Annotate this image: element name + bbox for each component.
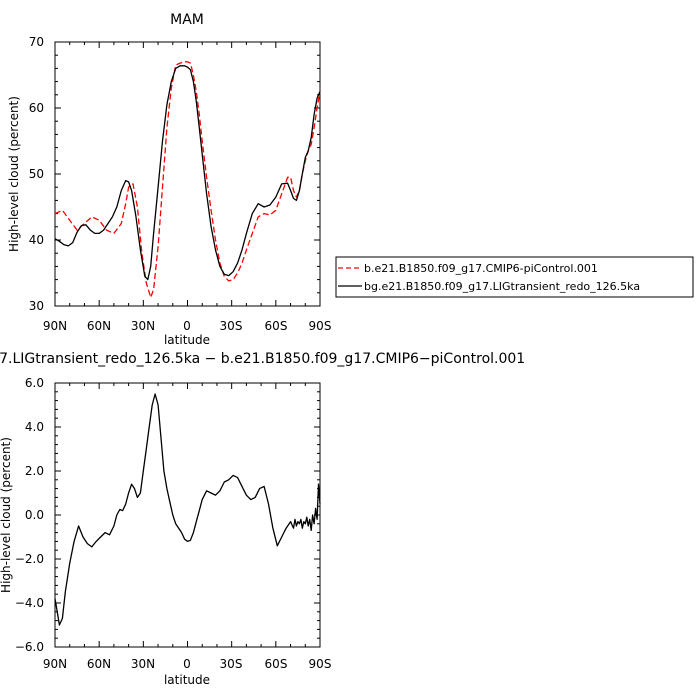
top-x-tick-label: 60S xyxy=(265,319,288,333)
legend-box xyxy=(335,256,694,298)
bottom-y-tick-label: 6.0 xyxy=(25,376,44,390)
bottom-x-tick-label: 0 xyxy=(183,657,191,671)
top-panel: MAM 30 40 50 60 70 90N 60N 30N 0 30S 60S… xyxy=(7,12,331,347)
bottom-chart-title: bg.e21.B1850.f09_g17.LIGtransient_redo_1… xyxy=(0,351,525,367)
top-x-tick-label: 90S xyxy=(309,319,332,333)
top-series-group xyxy=(54,61,321,299)
bottom-series-line-0 xyxy=(54,393,321,626)
bottom-x-tick-label: 30N xyxy=(131,657,155,671)
top-y-tick-label: 30 xyxy=(29,299,44,313)
bottom-x-tick-label: 60S xyxy=(265,657,288,671)
top-y-tick-label: 70 xyxy=(29,35,44,49)
top-y-axis-label: High-level cloud (percent) xyxy=(7,96,21,252)
legend-label: b.e21.B1850.f09_g17.CMIP6-piControl.001 xyxy=(364,262,598,275)
bottom-y-tick-label: −4.0 xyxy=(15,596,44,610)
top-series-line-1 xyxy=(54,65,321,281)
top-x-tick-label: 30S xyxy=(220,319,243,333)
top-plot-frame xyxy=(54,41,321,307)
bottom-y-tick-label: 2.0 xyxy=(25,464,44,478)
top-series-line-0 xyxy=(54,61,321,299)
bottom-y-tick-label: −2.0 xyxy=(15,552,44,566)
bottom-x-tick-label: 90S xyxy=(309,657,332,671)
bottom-x-tick-label: 60N xyxy=(87,657,111,671)
bottom-x-axis-label: latitude xyxy=(164,673,210,687)
bottom-y-tick-label: 0.0 xyxy=(25,508,44,522)
top-x-tick-label: 30N xyxy=(131,319,155,333)
top-x-tick-labels: 90N 60N 30N 0 30S 60S 90S xyxy=(43,319,332,333)
top-x-tick-label: 0 xyxy=(183,319,191,333)
bottom-x-tick-label: 90N xyxy=(43,657,67,671)
bottom-series-group xyxy=(54,393,321,626)
top-y-tick-label: 50 xyxy=(29,167,44,181)
bottom-y-axis-label: High-level cloud (percent) xyxy=(0,437,13,593)
top-x-tick-label: 90N xyxy=(43,319,67,333)
bottom-panel: bg.e21.B1850.f09_g17.LIGtransient_redo_1… xyxy=(0,351,525,687)
top-ticks xyxy=(54,41,321,307)
bottom-y-tick-label: 4.0 xyxy=(25,420,44,434)
bottom-x-tick-label: 30S xyxy=(220,657,243,671)
legend-label: bg.e21.B1850.f09_g17.LIGtransient_redo_1… xyxy=(364,280,640,293)
top-y-tick-label: 60 xyxy=(29,101,44,115)
bottom-plot-frame xyxy=(54,382,321,648)
legend: b.e21.B1850.f09_g17.CMIP6-piControl.001 … xyxy=(335,256,694,298)
bottom-y-tick-labels: −6.0 −4.0 −2.0 0.0 2.0 4.0 6.0 xyxy=(15,376,44,654)
top-y-tick-labels: 30 40 50 60 70 xyxy=(29,35,44,313)
bottom-ticks xyxy=(54,382,321,648)
bottom-y-tick-label: −6.0 xyxy=(15,640,44,654)
top-x-tick-label: 60N xyxy=(87,319,111,333)
top-y-tick-label: 40 xyxy=(29,233,44,247)
bottom-x-tick-labels: 90N 60N 30N 0 30S 60S 90S xyxy=(43,657,332,671)
top-x-axis-label: latitude xyxy=(164,333,210,347)
top-chart-title: MAM xyxy=(170,12,204,28)
